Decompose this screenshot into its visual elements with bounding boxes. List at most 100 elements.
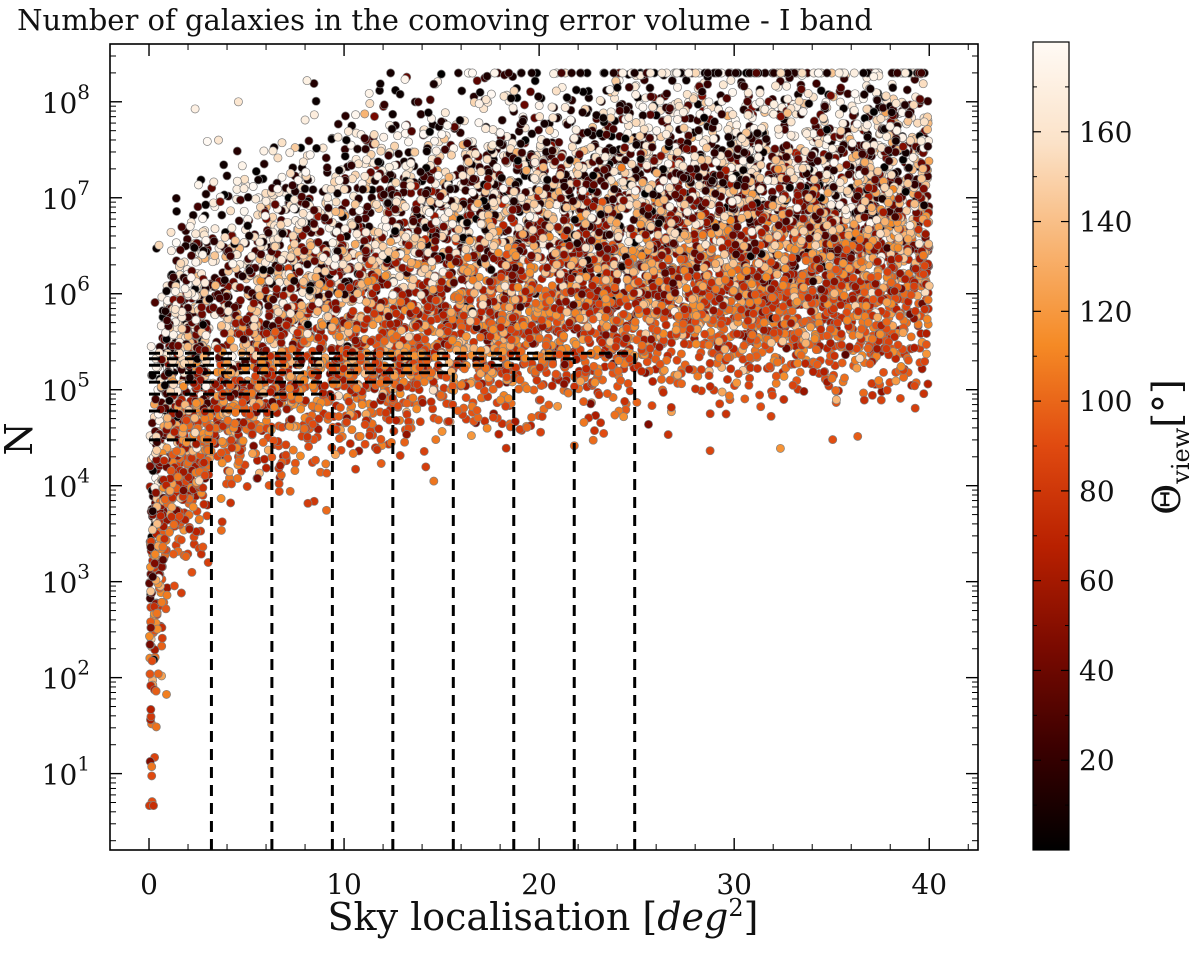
scatter-point bbox=[516, 139, 526, 149]
scatter-point bbox=[324, 289, 334, 299]
scatter-point bbox=[852, 119, 862, 129]
scatter-point bbox=[849, 68, 859, 78]
scatter-point bbox=[277, 172, 287, 182]
scatter-point bbox=[387, 124, 397, 134]
scatter-point bbox=[667, 76, 677, 86]
scatter-point bbox=[852, 363, 862, 373]
scatter-point bbox=[360, 109, 370, 119]
scatter-point bbox=[157, 633, 167, 643]
scatter-point bbox=[303, 498, 313, 508]
scatter-point bbox=[853, 431, 863, 441]
scatter-point bbox=[837, 340, 846, 350]
scatter-point bbox=[370, 139, 380, 149]
scatter-point bbox=[663, 430, 673, 440]
scatter-point bbox=[440, 108, 450, 118]
scatter-point bbox=[616, 376, 626, 385]
scatter-point bbox=[918, 79, 928, 89]
scatter-point bbox=[202, 136, 212, 146]
scatter-point bbox=[624, 82, 634, 92]
scatter-point bbox=[341, 111, 350, 121]
scatter-point bbox=[779, 371, 789, 381]
scatter-point bbox=[520, 100, 529, 110]
scatter-point bbox=[681, 75, 691, 85]
scatter-point bbox=[482, 71, 492, 81]
scatter-point bbox=[721, 409, 731, 419]
scatter-point bbox=[281, 450, 291, 460]
scatter-point bbox=[369, 130, 379, 140]
scatter-point bbox=[705, 409, 715, 419]
scatter-point bbox=[545, 125, 555, 135]
scatter-point bbox=[572, 323, 582, 333]
scatter-point bbox=[726, 364, 736, 374]
scatter-point bbox=[429, 79, 439, 89]
scatter-point bbox=[425, 95, 435, 105]
scatter-point bbox=[175, 245, 185, 255]
scatter-point bbox=[455, 115, 465, 125]
scatter-point bbox=[216, 494, 226, 503]
scatter-point bbox=[622, 323, 632, 333]
scatter-point bbox=[638, 102, 648, 112]
scatter-point bbox=[300, 184, 310, 194]
scatter-point bbox=[466, 431, 476, 441]
scatter-point bbox=[274, 263, 284, 273]
scatter-point bbox=[646, 92, 656, 102]
scatter-point bbox=[773, 124, 783, 134]
scatter-point bbox=[226, 435, 236, 445]
scatter-point bbox=[251, 166, 261, 176]
scatter-point bbox=[412, 404, 422, 414]
scatter-point bbox=[423, 108, 433, 118]
scatter-point bbox=[705, 446, 715, 456]
scatter-point bbox=[677, 379, 686, 389]
scatter-point bbox=[259, 454, 269, 464]
scatter-point bbox=[799, 386, 809, 396]
scatter-point bbox=[277, 138, 287, 148]
scatter-points bbox=[144, 68, 934, 811]
scatter-point bbox=[620, 396, 630, 406]
scatter-point bbox=[486, 265, 496, 275]
scatter-point bbox=[364, 88, 374, 98]
scatter-point bbox=[145, 461, 155, 471]
scatter-point bbox=[696, 365, 706, 375]
scatter-point bbox=[431, 435, 441, 445]
scatter-point bbox=[462, 218, 472, 228]
scatter-point bbox=[232, 146, 242, 156]
scatter-point bbox=[402, 409, 412, 419]
scatter-point bbox=[786, 117, 796, 127]
scatter-point bbox=[298, 208, 308, 218]
scatter-point bbox=[322, 468, 332, 478]
scatter-point bbox=[560, 102, 570, 112]
scatter-point bbox=[321, 153, 331, 163]
scatter-point bbox=[828, 435, 838, 445]
scatter-point bbox=[494, 429, 504, 439]
scatter-point bbox=[259, 146, 269, 156]
scatter-point bbox=[787, 306, 797, 316]
scatter-point bbox=[486, 89, 496, 99]
scatter-point bbox=[238, 271, 247, 281]
scatter-point bbox=[172, 206, 182, 216]
scatter-point bbox=[198, 542, 208, 552]
scatter-point bbox=[530, 76, 540, 86]
scatter-point bbox=[623, 379, 633, 388]
scatter-point bbox=[429, 476, 439, 486]
scatter-point bbox=[386, 68, 396, 78]
scatter-point bbox=[888, 83, 898, 93]
scatter-point bbox=[841, 350, 850, 360]
scatter-point bbox=[264, 301, 273, 311]
scatter-point bbox=[357, 400, 367, 410]
scatter-point bbox=[755, 390, 765, 400]
scatter-point bbox=[625, 386, 635, 396]
scatter-point bbox=[723, 375, 732, 384]
scatter-point bbox=[190, 104, 200, 114]
scatter-point bbox=[350, 239, 360, 249]
scatter-point bbox=[351, 110, 361, 120]
scatter-point bbox=[335, 434, 344, 443]
scatter-point bbox=[704, 340, 714, 350]
scatter-point bbox=[394, 149, 404, 159]
scatter-point bbox=[166, 246, 176, 256]
scatter-point bbox=[906, 332, 916, 342]
scatter-point bbox=[497, 115, 507, 125]
scatter-point bbox=[554, 137, 564, 147]
scatter-point bbox=[618, 177, 628, 187]
scatter-point bbox=[273, 153, 283, 163]
